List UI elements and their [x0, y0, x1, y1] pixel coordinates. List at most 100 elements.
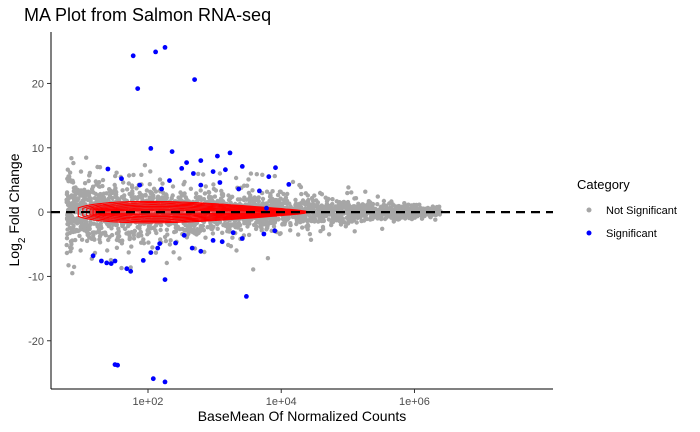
y-axis-title: Log2 Fold Change — [6, 153, 28, 266]
significant-point — [104, 260, 110, 266]
significant-point — [273, 165, 278, 171]
not-significant-point — [384, 206, 389, 212]
not-significant-point — [96, 199, 101, 204]
not-significant-point — [230, 235, 235, 240]
not-significant-point — [201, 172, 206, 177]
not-significant-point — [310, 198, 316, 204]
x-tick-label: 1e+02 — [133, 396, 164, 408]
not-significant-point — [209, 226, 214, 231]
not-significant-point — [168, 238, 173, 243]
not-significant-point — [82, 224, 87, 229]
not-significant-point — [184, 227, 190, 232]
not-significant-point — [307, 231, 313, 237]
not-significant-point — [290, 179, 296, 185]
significant-point — [150, 376, 156, 382]
not-significant-point — [105, 248, 110, 253]
not-significant-point — [73, 237, 78, 243]
not-significant-point — [129, 244, 134, 249]
not-significant-point — [196, 171, 201, 177]
not-significant-point — [285, 215, 290, 221]
not-significant-point — [380, 206, 385, 212]
not-significant-point — [236, 220, 242, 226]
not-significant-point — [205, 225, 210, 230]
not-significant-point — [308, 237, 314, 242]
legend-key — [586, 230, 592, 236]
not-significant-point — [234, 248, 239, 253]
not-significant-point — [126, 250, 131, 255]
not-significant-point — [102, 230, 108, 235]
significant-point — [115, 362, 120, 368]
not-significant-point — [134, 186, 139, 191]
density-core — [91, 208, 305, 216]
not-significant-point — [203, 235, 208, 240]
not-significant-point — [324, 213, 329, 219]
not-significant-point — [421, 209, 426, 214]
not-significant-point — [64, 250, 70, 256]
not-significant-point — [69, 193, 75, 198]
not-significant-point — [246, 177, 251, 182]
not-significant-point — [368, 200, 373, 205]
significant-point — [210, 238, 216, 243]
not-significant-point — [146, 230, 152, 235]
significant-point — [159, 186, 165, 192]
not-significant-point — [71, 216, 76, 222]
x-axis-ticks: 1e+02 1e+04 1e+06 — [133, 389, 430, 408]
not-significant-point — [330, 215, 336, 220]
not-significant-point — [382, 216, 388, 222]
not-significant-point — [319, 192, 325, 197]
not-significant-point — [361, 213, 367, 218]
not-significant-point — [267, 194, 273, 199]
not-significant-point — [295, 205, 300, 210]
not-significant-point — [261, 222, 266, 227]
not-significant-point — [98, 224, 103, 229]
not-significant-point — [114, 222, 120, 227]
significant-point — [230, 230, 236, 236]
not-significant-point — [170, 184, 176, 189]
not-significant-point — [375, 216, 380, 221]
not-significant-point — [175, 226, 180, 231]
not-significant-point — [116, 226, 121, 231]
significant-point — [227, 150, 233, 156]
not-significant-point — [248, 171, 254, 176]
not-significant-point — [220, 230, 225, 235]
not-significant-point — [306, 201, 311, 207]
not-significant-point — [337, 216, 342, 221]
not-significant-point — [307, 213, 312, 218]
not-significant-point — [127, 235, 133, 240]
not-significant-point — [193, 195, 199, 200]
not-significant-point — [142, 163, 148, 168]
not-significant-point — [310, 206, 316, 211]
not-significant-point — [351, 204, 356, 209]
not-significant-point — [84, 238, 90, 244]
not-significant-point — [148, 191, 153, 196]
not-significant-point — [352, 196, 357, 201]
not-significant-point — [338, 222, 344, 227]
not-significant-point — [346, 185, 351, 190]
not-significant-point — [155, 195, 160, 201]
not-significant-point — [153, 223, 159, 228]
not-significant-point — [131, 172, 136, 178]
not-significant-point — [66, 263, 71, 268]
not-significant-point — [312, 193, 317, 198]
significant-point — [266, 174, 272, 180]
not-significant-point — [246, 232, 252, 238]
not-significant-point — [77, 233, 82, 239]
significant-point — [148, 250, 154, 256]
not-significant-point — [87, 170, 93, 176]
not-significant-point — [162, 234, 168, 240]
significant-point — [198, 158, 204, 164]
not-significant-point — [395, 217, 400, 222]
not-significant-point — [330, 219, 336, 225]
not-significant-point — [211, 182, 216, 187]
not-significant-point — [115, 235, 121, 240]
not-significant-point — [158, 227, 163, 233]
not-significant-point — [120, 188, 125, 193]
not-significant-point — [300, 225, 305, 230]
y-axis-ticks: -20 -10 0 10 20 — [28, 78, 51, 348]
significant-points — [90, 45, 292, 385]
not-significant-point — [86, 178, 91, 184]
not-significant-point — [121, 180, 126, 185]
not-significant-point — [96, 227, 102, 233]
significant-point — [105, 166, 111, 172]
not-significant-point — [304, 218, 310, 224]
